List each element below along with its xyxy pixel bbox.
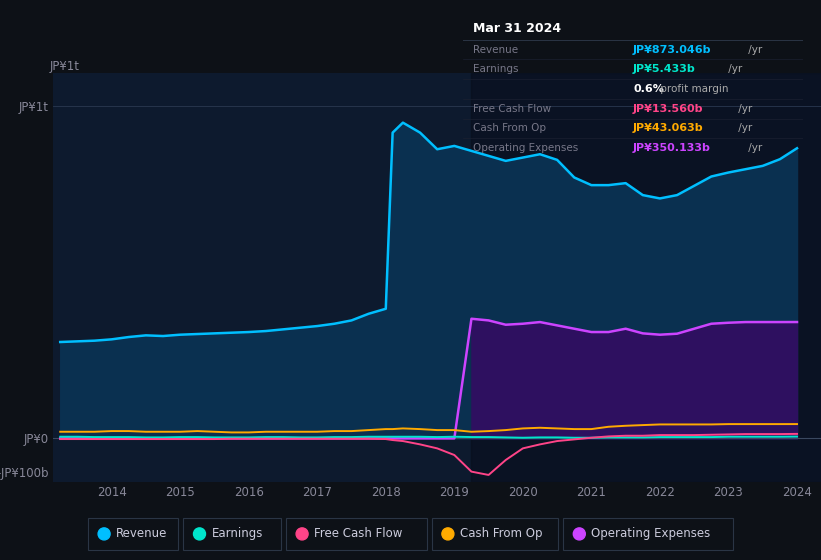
Text: Operating Expenses: Operating Expenses <box>473 143 579 153</box>
Text: /yr: /yr <box>725 64 742 74</box>
Text: /yr: /yr <box>745 143 763 153</box>
Text: Free Cash Flow: Free Cash Flow <box>473 104 552 114</box>
Text: Free Cash Flow: Free Cash Flow <box>314 528 402 540</box>
Text: Operating Expenses: Operating Expenses <box>591 528 710 540</box>
Text: JP¥13.560b: JP¥13.560b <box>633 104 704 114</box>
Text: Mar 31 2024: Mar 31 2024 <box>473 22 562 35</box>
Text: Earnings: Earnings <box>212 528 263 540</box>
Text: JP¥5.433b: JP¥5.433b <box>633 64 695 74</box>
FancyBboxPatch shape <box>563 518 733 550</box>
FancyBboxPatch shape <box>88 518 178 550</box>
Circle shape <box>194 528 205 540</box>
Text: JP¥873.046b: JP¥873.046b <box>633 44 712 54</box>
Bar <box>471 73 821 482</box>
Text: JP¥1t: JP¥1t <box>49 60 80 73</box>
Text: profit margin: profit margin <box>657 84 728 94</box>
Circle shape <box>442 528 454 540</box>
Text: /yr: /yr <box>735 123 752 133</box>
Text: JP¥43.063b: JP¥43.063b <box>633 123 704 133</box>
Circle shape <box>98 528 110 540</box>
Circle shape <box>573 528 585 540</box>
Text: Earnings: Earnings <box>473 64 519 74</box>
Text: 0.6%: 0.6% <box>633 84 664 94</box>
Text: Revenue: Revenue <box>473 44 518 54</box>
Text: Revenue: Revenue <box>116 528 167 540</box>
Text: Cash From Op: Cash From Op <box>460 528 543 540</box>
Text: /yr: /yr <box>735 104 752 114</box>
FancyBboxPatch shape <box>184 518 281 550</box>
Text: /yr: /yr <box>745 44 763 54</box>
FancyBboxPatch shape <box>286 518 427 550</box>
FancyBboxPatch shape <box>432 518 558 550</box>
Text: Cash From Op: Cash From Op <box>473 123 546 133</box>
Text: JP¥350.133b: JP¥350.133b <box>633 143 711 153</box>
Circle shape <box>296 528 308 540</box>
